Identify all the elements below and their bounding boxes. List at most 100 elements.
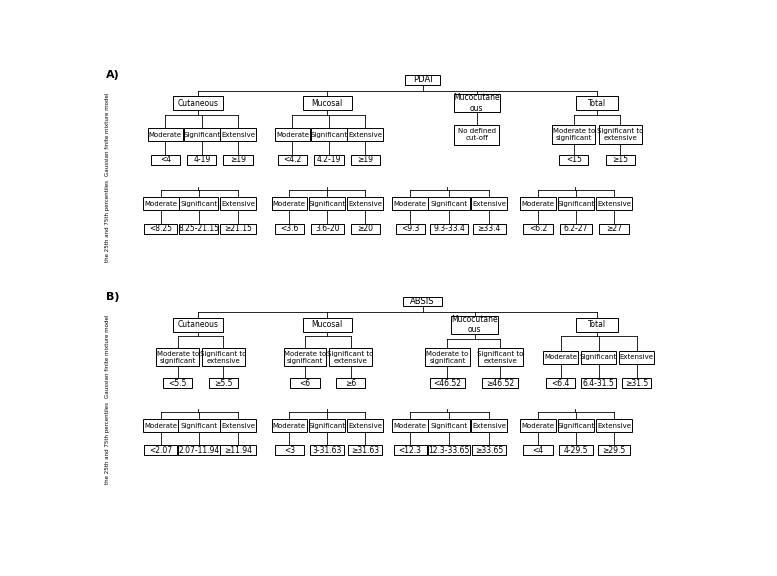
- FancyBboxPatch shape: [428, 419, 470, 432]
- Text: ≥33.65: ≥33.65: [476, 446, 503, 455]
- Text: Extensive: Extensive: [221, 423, 255, 429]
- Text: Mucocutane
ous: Mucocutane ous: [451, 315, 498, 335]
- FancyBboxPatch shape: [187, 155, 217, 165]
- Text: Significant to
extensive: Significant to extensive: [200, 351, 246, 363]
- Text: 4.2-19: 4.2-19: [317, 156, 341, 165]
- FancyBboxPatch shape: [290, 378, 319, 388]
- FancyBboxPatch shape: [221, 198, 256, 210]
- Text: <9.3: <9.3: [401, 224, 420, 233]
- Text: 6.2-27: 6.2-27: [564, 224, 588, 233]
- Text: 12.3-33.65: 12.3-33.65: [428, 446, 469, 455]
- FancyBboxPatch shape: [546, 378, 575, 388]
- FancyBboxPatch shape: [350, 223, 380, 233]
- FancyBboxPatch shape: [221, 128, 256, 141]
- Text: <4: <4: [160, 156, 171, 165]
- FancyBboxPatch shape: [403, 297, 442, 306]
- Text: Significant: Significant: [430, 201, 468, 207]
- FancyBboxPatch shape: [336, 378, 365, 388]
- FancyBboxPatch shape: [350, 155, 380, 165]
- FancyBboxPatch shape: [558, 419, 594, 432]
- FancyBboxPatch shape: [347, 128, 383, 141]
- Text: Extensive: Extensive: [472, 423, 507, 429]
- FancyBboxPatch shape: [178, 445, 220, 455]
- Text: Moderate: Moderate: [521, 201, 555, 207]
- Text: <12.3: <12.3: [399, 446, 422, 455]
- FancyBboxPatch shape: [143, 198, 179, 210]
- FancyBboxPatch shape: [274, 445, 304, 455]
- FancyBboxPatch shape: [622, 378, 651, 388]
- Text: <4: <4: [532, 446, 544, 455]
- FancyBboxPatch shape: [598, 445, 630, 455]
- FancyBboxPatch shape: [392, 198, 428, 210]
- FancyBboxPatch shape: [224, 155, 253, 165]
- Text: Mucosal: Mucosal: [312, 320, 343, 329]
- Text: ≥46.52: ≥46.52: [486, 379, 514, 388]
- FancyBboxPatch shape: [472, 198, 507, 210]
- Text: 9.3-33.4: 9.3-33.4: [433, 224, 465, 233]
- Text: Significant to
extensive: Significant to extensive: [327, 351, 374, 363]
- FancyBboxPatch shape: [455, 124, 500, 145]
- Text: 3.6-20: 3.6-20: [315, 224, 340, 233]
- Text: A): A): [106, 70, 120, 80]
- Text: the 25th and 75th percentiles: the 25th and 75th percentiles: [105, 401, 110, 484]
- FancyBboxPatch shape: [395, 223, 425, 233]
- Text: Significant: Significant: [180, 201, 218, 207]
- FancyBboxPatch shape: [309, 419, 345, 432]
- Text: ≥5.5: ≥5.5: [214, 379, 232, 388]
- Text: Extensive: Extensive: [597, 423, 631, 429]
- Text: Significant: Significant: [430, 423, 468, 429]
- Text: <15: <15: [566, 156, 582, 165]
- Text: <2.07: <2.07: [149, 446, 172, 455]
- FancyBboxPatch shape: [473, 223, 506, 233]
- Text: <6.2: <6.2: [529, 224, 547, 233]
- Text: Total: Total: [588, 98, 606, 108]
- Text: Gaussian finite mixture model: Gaussian finite mixture model: [105, 314, 110, 397]
- FancyBboxPatch shape: [543, 351, 578, 363]
- FancyBboxPatch shape: [179, 223, 218, 233]
- FancyBboxPatch shape: [558, 198, 594, 210]
- FancyBboxPatch shape: [425, 348, 470, 366]
- FancyBboxPatch shape: [472, 445, 507, 455]
- FancyBboxPatch shape: [284, 348, 326, 366]
- Text: ≥29.5: ≥29.5: [602, 446, 625, 455]
- FancyBboxPatch shape: [478, 348, 523, 366]
- Text: ≥19: ≥19: [230, 156, 246, 165]
- FancyBboxPatch shape: [483, 378, 518, 388]
- FancyBboxPatch shape: [576, 318, 618, 332]
- FancyBboxPatch shape: [576, 96, 618, 110]
- FancyBboxPatch shape: [347, 198, 383, 210]
- Text: Moderate: Moderate: [145, 423, 177, 429]
- FancyBboxPatch shape: [405, 75, 440, 85]
- Text: <6: <6: [299, 379, 310, 388]
- Text: Significant to
extensive: Significant to extensive: [477, 351, 524, 363]
- FancyBboxPatch shape: [274, 128, 310, 141]
- Text: ≥6: ≥6: [345, 379, 356, 388]
- FancyBboxPatch shape: [277, 155, 307, 165]
- Text: <8.25: <8.25: [149, 224, 172, 233]
- FancyBboxPatch shape: [559, 223, 592, 233]
- Text: Moderate to
significant: Moderate to significant: [157, 351, 199, 363]
- Text: ABSIS: ABSIS: [410, 297, 435, 306]
- Text: Mucosal: Mucosal: [312, 98, 343, 108]
- FancyBboxPatch shape: [552, 126, 595, 144]
- FancyBboxPatch shape: [209, 378, 239, 388]
- Text: Moderate: Moderate: [521, 423, 555, 429]
- FancyBboxPatch shape: [430, 223, 469, 233]
- Text: ≥19: ≥19: [357, 156, 373, 165]
- Text: PDAI: PDAI: [413, 75, 433, 85]
- Text: Extensive: Extensive: [472, 201, 507, 207]
- Text: Moderate: Moderate: [276, 131, 309, 138]
- Text: Moderate: Moderate: [394, 201, 427, 207]
- Text: Moderate: Moderate: [273, 201, 306, 207]
- FancyBboxPatch shape: [524, 223, 552, 233]
- Text: Moderate: Moderate: [273, 423, 306, 429]
- FancyBboxPatch shape: [451, 316, 498, 334]
- Text: Moderate: Moderate: [394, 423, 427, 429]
- Text: <4.2: <4.2: [284, 156, 301, 165]
- Text: Extensive: Extensive: [597, 201, 631, 207]
- FancyBboxPatch shape: [221, 419, 256, 432]
- Text: 8.25-21.15: 8.25-21.15: [178, 224, 219, 233]
- Text: Significant: Significant: [308, 201, 346, 207]
- Text: Significant to
extensive: Significant to extensive: [597, 128, 643, 141]
- Text: Significant: Significant: [180, 423, 218, 429]
